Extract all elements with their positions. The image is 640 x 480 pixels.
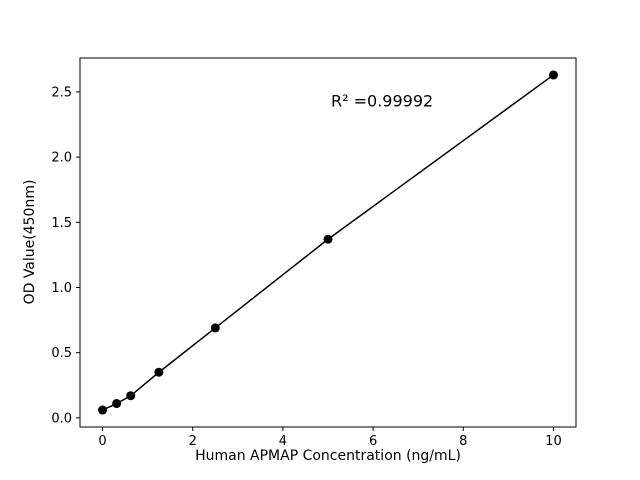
- x-tick-label: 0: [98, 434, 106, 449]
- x-tick-label: 10: [545, 434, 562, 449]
- x-tick-label: 8: [459, 434, 467, 449]
- data-point: [548, 70, 558, 80]
- y-tick-label: 0.0: [51, 411, 72, 426]
- x-tick-label: 6: [369, 434, 377, 449]
- x-tick-label: 4: [279, 434, 287, 449]
- data-point: [323, 234, 333, 244]
- plot-border: [79, 57, 577, 428]
- y-tick-label: 0.5: [51, 346, 72, 361]
- y-tick-label: 2.5: [51, 85, 72, 100]
- y-tick-label: 1.0: [51, 281, 72, 296]
- r-squared-annotation: R² =0.99992: [331, 91, 434, 111]
- x-axis-label: Human APMAP Concentration (ng/mL): [195, 448, 461, 464]
- y-axis-label: OD Value(450nm): [22, 179, 38, 305]
- data-point: [126, 391, 136, 401]
- data-point: [154, 367, 164, 377]
- x-tick-label: 2: [189, 434, 197, 449]
- data-point: [112, 399, 122, 409]
- data-point: [98, 405, 108, 415]
- y-tick-label: 2.0: [51, 151, 72, 166]
- data-point: [210, 323, 220, 333]
- y-tick-label: 1.5: [51, 216, 72, 231]
